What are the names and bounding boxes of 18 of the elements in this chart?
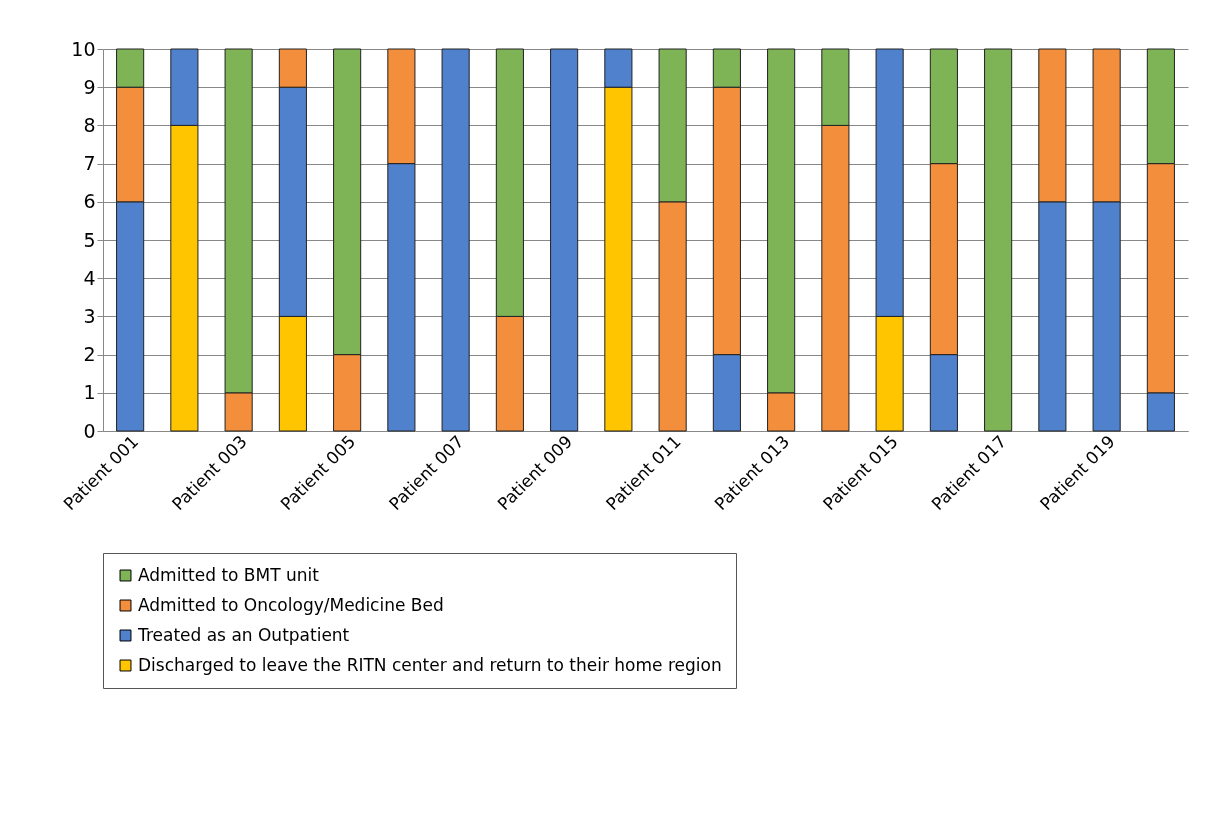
y-tick-label: 6: [83, 190, 96, 213]
legend-label: Discharged to leave the RITN center and return to their home region: [138, 654, 722, 675]
y-tick-label: 10: [71, 37, 96, 60]
legend-label: Admitted to Oncology/Medicine Bed: [138, 594, 444, 615]
y-tick-label: 9: [83, 75, 96, 98]
legend-label: Treated as an Outpatient: [137, 624, 350, 645]
y-tick-label: 5: [83, 228, 96, 251]
bar: [550, 48, 579, 432]
y-tick-label: 4: [83, 266, 96, 289]
y-tick-label: 7: [83, 152, 96, 175]
y-tick-label: 2: [83, 343, 96, 366]
y-tick-label: 3: [83, 304, 96, 327]
y-tick-label: 8: [83, 113, 96, 136]
y-tick-label: 1: [83, 381, 96, 404]
bar: [984, 48, 1013, 432]
bar: [441, 48, 470, 432]
y-tick-label: 0: [83, 419, 96, 442]
legend-label: Admitted to BMT unit: [138, 564, 320, 585]
